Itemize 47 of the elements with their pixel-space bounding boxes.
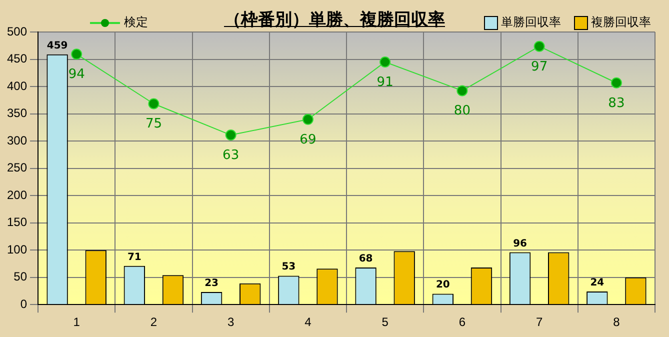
data-label: 20 <box>436 280 450 291</box>
legend-label: 検定 <box>124 14 148 31</box>
y-tick-label: 400 <box>6 78 28 93</box>
data-label: 71 <box>127 252 142 263</box>
data-label: 94 <box>68 67 85 82</box>
data-label: 68 <box>358 254 373 265</box>
x-tick-label: 5 <box>382 315 389 330</box>
data-label: 83 <box>608 96 625 111</box>
y-tick-label: 200 <box>6 188 28 202</box>
data-label: 97 <box>531 59 548 74</box>
data-label: 69 <box>300 132 316 148</box>
x-tick-label: 7 <box>536 315 543 330</box>
point <box>225 130 236 141</box>
x-tick-label: 3 <box>227 315 234 330</box>
data-label: 75 <box>145 116 162 132</box>
point <box>148 98 160 110</box>
point <box>302 114 314 125</box>
data-label: 80 <box>454 104 470 119</box>
point <box>456 85 468 96</box>
data-label: 96 <box>513 238 528 250</box>
y-tick-label: 250 <box>6 160 28 175</box>
y-tick-label: 450 <box>6 52 28 66</box>
data-label: 459 <box>46 40 68 52</box>
y-tick-label: 50 <box>14 270 28 284</box>
legend-label: 単勝回収率 <box>501 14 561 31</box>
chart-title: （枠番別）単勝、複勝回収率 <box>224 10 445 30</box>
y-tick-label: 300 <box>6 133 28 148</box>
x-tick-label: 8 <box>613 315 620 330</box>
data-label: 23 <box>204 278 219 290</box>
y-tick-label: 0 <box>20 296 28 311</box>
x-tick-label: 1 <box>73 315 80 330</box>
data-label: 91 <box>376 75 394 90</box>
y-tick-label: 350 <box>6 106 28 120</box>
point <box>610 77 622 88</box>
data-label: 24 <box>590 278 604 289</box>
x-tick-label: 6 <box>458 315 466 330</box>
legend-label: 複勝回収率 <box>591 14 651 31</box>
point <box>380 56 391 68</box>
data-label: 63 <box>222 148 240 164</box>
x-tick-label: 2 <box>150 315 158 330</box>
y-tick-label: 150 <box>6 215 28 230</box>
point <box>71 48 82 60</box>
data-label: 53 <box>282 262 296 273</box>
y-tick-label: 100 <box>6 242 28 256</box>
x-tick-label: 4 <box>304 315 312 330</box>
point <box>534 40 545 52</box>
y-tick-label: 500 <box>6 24 28 38</box>
